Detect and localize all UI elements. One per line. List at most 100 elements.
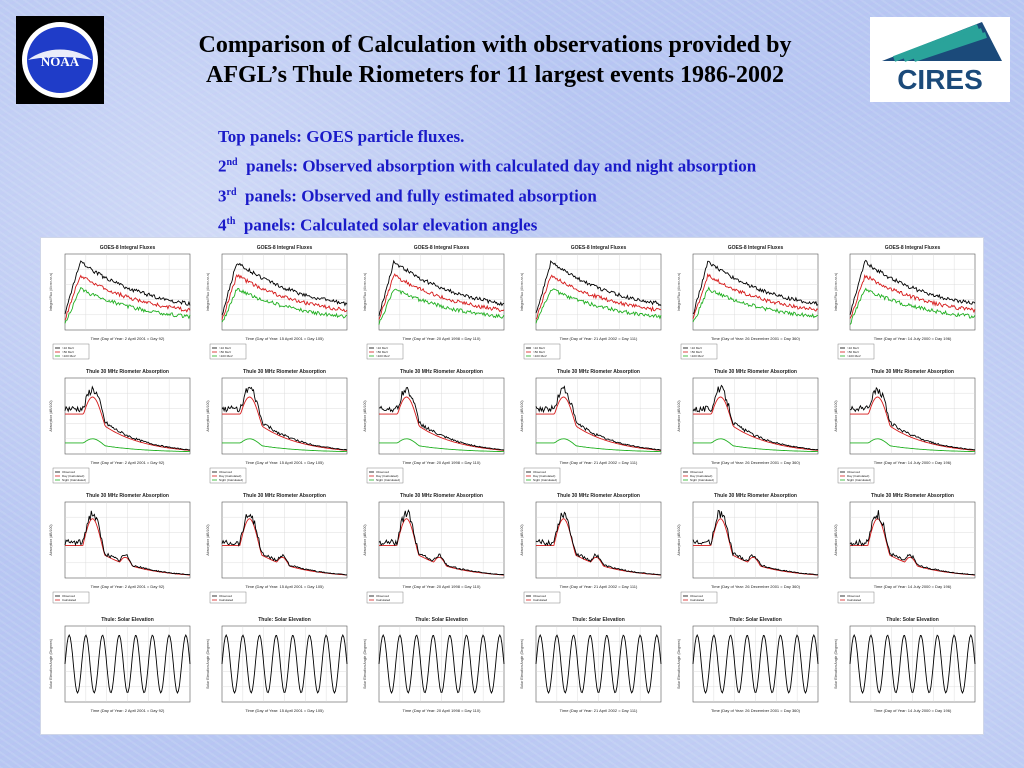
absorption-observed: [535, 511, 662, 576]
legend-label: Day (Calculated): [847, 474, 869, 478]
legend-label: >10 MeV: [847, 346, 859, 350]
legend-label: Night (Calculated): [847, 478, 871, 482]
legend-line-4-text: panels: Calculated solar elevation angle…: [235, 215, 538, 235]
legend-label: Night (Calculated): [62, 478, 86, 482]
legend-label: Calculated: [847, 598, 862, 602]
flux-series-50mev: [64, 274, 191, 321]
plot-xlabel: Time (Day of Year: 15 April 2001 = Day 1…: [245, 460, 324, 465]
plot-title: Thule: Solar Elevation: [572, 617, 625, 623]
flux-series-10mev: [692, 260, 819, 315]
flux-series-50mev: [378, 273, 505, 320]
plot-legend: [523, 467, 561, 484]
plot-xlabel: Time (Day of Year: 21 April 2002 = Day 1…: [560, 584, 638, 589]
legend-line-3-suffix: rd: [226, 186, 237, 198]
flux-series-50mev: [692, 273, 819, 319]
absorption-observed: [64, 510, 191, 576]
legend-label: Day (Calculated): [219, 474, 241, 478]
plot-legend: [52, 467, 90, 484]
plot-legend: [837, 467, 875, 484]
plot-xlabel: Time (Day of Year: 2 April 2001 = Day 92…: [91, 460, 165, 465]
legend-label: >50 MeV: [219, 350, 231, 354]
plot-title: Thule 30 MHz Riometer Absorption: [714, 369, 797, 375]
page-title: Comparison of Calculation with observati…: [120, 30, 870, 90]
flux-series-50mev: [849, 274, 976, 319]
plot-ylabel: Solar Elevation Angle (Degrees): [206, 639, 210, 689]
plot-ylabel: Absorption (dB/100): [834, 524, 838, 555]
legend-label: Calculated: [533, 598, 548, 602]
plot-ylabel: Solar Elevation Angle (Degrees): [677, 639, 681, 689]
title-line-1: Comparison of Calculation with observati…: [198, 32, 792, 58]
legend-label: Night (Calculated): [533, 478, 557, 482]
plot-legend: [209, 467, 247, 484]
absorption-observed: [850, 386, 976, 451]
plot-ylabel: Integral Flux (#/cm²-sr-s): [677, 273, 681, 311]
plot-ylabel: Integral Flux (#/cm²-sr-s): [834, 273, 838, 311]
legend-label: Observed: [219, 594, 232, 598]
plot-title: Thule 30 MHz Riometer Absorption: [243, 369, 326, 375]
title-line-2: AFGL’s Thule Riometers for 11 largest ev…: [206, 62, 784, 88]
plot-title: Thule 30 MHz Riometer Absorption: [557, 493, 640, 499]
absorption-observed: [64, 385, 191, 451]
absorption-night-calculated: [536, 438, 661, 453]
legend-label: >100 MeV: [847, 354, 861, 358]
plot-ylabel: Absorption (dB/100): [520, 524, 524, 555]
legend-label: >10 MeV: [690, 346, 702, 350]
absorption-observed: [692, 384, 819, 451]
plot-ylabel: Absorption (dB/100): [677, 400, 681, 431]
legend-label: Day (Calculated): [62, 474, 84, 478]
legend-label: Observed: [690, 470, 703, 474]
flux-series-100mev: [849, 287, 976, 325]
legend-label: >50 MeV: [847, 350, 859, 354]
legend-line-1: Top panels: GOES particle fluxes.: [218, 127, 465, 146]
legend-label: >10 MeV: [376, 346, 388, 350]
plot-ylabel: Absorption (dB/100): [49, 524, 53, 555]
plot-ylabel: Absorption (dB/100): [363, 524, 367, 555]
absorption-day-calculated: [693, 396, 819, 451]
legend-line-4-suffix: th: [226, 216, 236, 228]
legend-label: Calculated: [690, 598, 705, 602]
legend-label: Observed: [219, 470, 232, 474]
legend-line-2: 2nd panels: Observed absorption with cal…: [218, 150, 918, 180]
plot-ylabel: Integral Flux (#/cm²-sr-s): [363, 273, 367, 311]
flux-series-50mev: [535, 274, 662, 320]
cires-logo: CIRES: [870, 17, 1010, 102]
plot-title: GOES-8 Integral Fluxes: [100, 245, 156, 251]
plot-legend: [680, 467, 718, 484]
legend-label: >10 MeV: [219, 346, 231, 350]
plot-xlabel: Time (Day of Year: 14 July 2000 = Day 19…: [874, 584, 952, 589]
absorption-night-calculated: [379, 438, 504, 453]
legend-label: Observed: [847, 594, 860, 598]
flux-series-100mev: [221, 288, 348, 323]
flux-series-50mev: [221, 273, 348, 320]
legend-label: >50 MeV: [690, 350, 702, 354]
plot-xlabel: Time (Day of Year: 2 April 2001 = Day 92…: [91, 584, 165, 589]
plot-ylabel: Absorption (dB/100): [206, 524, 210, 555]
absorption-day-calculated: [222, 396, 348, 451]
legend-label: >100 MeV: [690, 354, 704, 358]
charts-grid: GOES-8 Integral Fluxes Integral Flux (#/c…: [49, 245, 976, 713]
absorption-night-calculated: [222, 438, 347, 453]
flux-series-100mev: [64, 286, 191, 324]
plot-xlabel: Time (Day of Year: 26 December 2001 = Da…: [711, 708, 801, 713]
plot-title: Thule 30 MHz Riometer Absorption: [871, 493, 954, 499]
plot-legend: [680, 343, 718, 360]
solar-elevation-curve: [221, 634, 348, 694]
plot-xlabel: Time (Day of Year: 14 July 2000 = Day 19…: [874, 336, 952, 341]
noaa-logo-graphic: NOAA: [16, 16, 104, 104]
flux-series-100mev: [378, 288, 505, 325]
legend-label: Calculated: [376, 598, 391, 602]
plot-title: Thule: Solar Elevation: [415, 617, 468, 623]
legend-label: Day (Calculated): [376, 474, 398, 478]
plot-ylabel: Solar Elevation Angle (Degrees): [49, 639, 53, 689]
flux-series-100mev: [692, 286, 819, 323]
legend-label: Observed: [847, 470, 860, 474]
plot-xlabel: Time (Day of Year: 21 April 2002 = Day 1…: [560, 336, 638, 341]
absorption-observed: [378, 386, 505, 451]
absorption-calculated: [65, 518, 190, 576]
flux-series-10mev: [378, 259, 505, 317]
plot-xlabel: Time (Day of Year: 20 April 1998 = Day 1…: [403, 708, 482, 713]
legend-label: Observed: [533, 594, 546, 598]
absorption-observed: [692, 509, 819, 576]
cires-logo-text: CIRES: [897, 64, 983, 95]
legend-label: Observed: [376, 594, 389, 598]
